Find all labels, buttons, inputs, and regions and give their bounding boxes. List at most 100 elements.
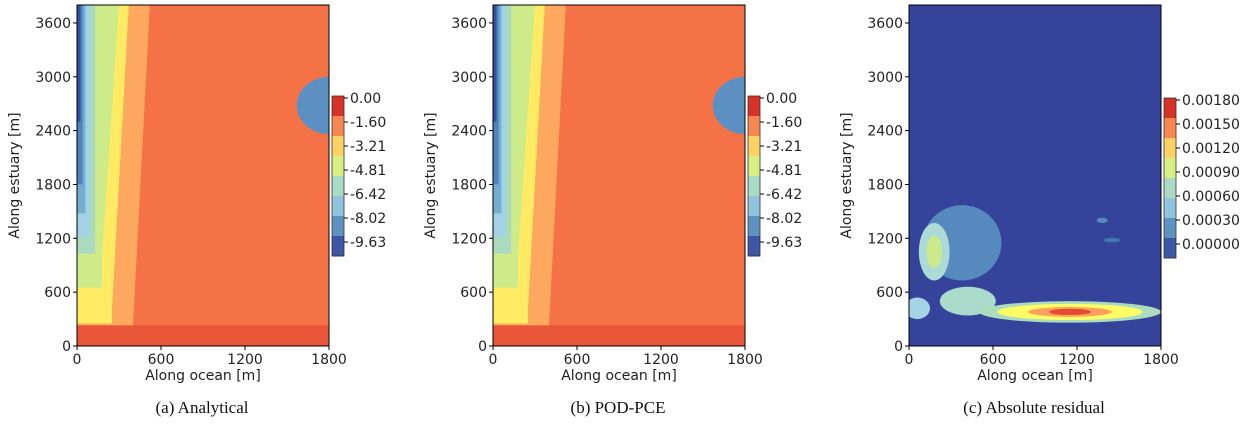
colorbar-tick-label: 0.00120 [1182,141,1240,157]
colorbar-tick-label: 0.00150 [1182,117,1240,133]
colorbar-tick-label: 0.00000 [1182,237,1240,253]
colorbar-segment [332,156,344,177]
y-tick-label: 1200 [451,231,487,247]
contour-anomaly [296,76,329,135]
contour-band [493,5,745,346]
x-tick-label: 0 [489,352,498,368]
y-axis-label: Along estuary [m] [423,112,439,238]
colorbar-tick-label: -8.02 [350,211,386,227]
colorbar-tick-label: 0.00090 [1182,165,1240,181]
colorbar-tick-label: -9.63 [350,235,386,251]
x-tick-label: 600 [980,352,1007,368]
colorbar-tick-label: -3.21 [350,139,386,155]
y-axis-label: Along estuary [m] [7,112,23,238]
y-tick-label: 3000 [35,70,71,86]
colorbar-segment [1164,238,1176,259]
contour-band [77,5,329,346]
contour-floor [493,325,745,346]
panel-pod-pce: 0 600 1200 1800 0 600 1200 1800 2400 3000 3600 Alon… [423,4,802,417]
colorbar-segment [1164,218,1176,239]
x-tick-label: 0 [73,352,82,368]
colorbar-tick-label: 0.00030 [1182,213,1240,229]
y-tick-label: 3600 [867,16,903,32]
y-tick-label: 3600 [35,16,71,32]
y-tick-label: 2400 [451,124,487,140]
colorbar-frame [747,95,761,257]
x-axis-label: Along ocean [m] [977,368,1093,384]
colorbar-segment [332,96,344,117]
x-tick-label: 1800 [311,352,347,368]
colorbar-segment [1164,158,1176,179]
residual-blob [926,235,942,268]
colorbar-tick-label: 0.00180 [1182,93,1240,109]
colorbar-tick-label: -1.60 [350,115,386,131]
colorbar-tick-label: -1.60 [766,115,802,131]
y-tick-label: 3600 [451,16,487,32]
colorbar-tick-label: 0.00 [766,91,797,107]
panel-analytical: 0 600 1200 1800 0 600 1200 1800 2400 3000 3600 Alon… [7,4,386,417]
colorbar-segment [332,176,344,197]
colorbar-tick-label: -3.21 [766,139,802,155]
x-tick-label: 1200 [643,352,679,368]
colorbar-segment [332,216,344,237]
colorbar-segment [1164,98,1176,119]
colorbar-segment [748,176,760,197]
y-tick-label: 2400 [867,124,903,140]
colorbar-frame [331,95,345,257]
colorbar-segment [1164,138,1176,159]
x-tick-label: 600 [564,352,591,368]
residual-blob [1096,217,1108,224]
y-tick-label: 0 [478,339,487,355]
colorbar-tick-label: -4.81 [766,163,802,179]
y-tick-label: 0 [894,339,903,355]
y-tick-label: 600 [876,285,903,301]
y-tick-label: 1800 [451,177,487,193]
plot-frame [76,4,330,347]
residual-blob [1103,237,1121,243]
residual-blob [909,297,930,320]
contour-field [493,5,745,346]
colorbar-segment [332,196,344,217]
residual-background [909,5,1161,346]
x-tick-label: 0 [905,352,914,368]
x-tick-label: 1800 [727,352,763,368]
y-tick-label: 3000 [867,70,903,86]
y-tick-label: 600 [460,285,487,301]
colorbar-tick-label: -4.81 [350,163,386,179]
contour-floor [77,325,329,346]
colorbar-segment [1164,198,1176,219]
colorbar-segment [748,116,760,137]
y-tick-label: 2400 [35,124,71,140]
colorbar-tick-label: -6.42 [766,187,802,203]
colorbar-segment [748,196,760,217]
colorbar-segment [332,236,344,257]
colorbar-segment [332,136,344,157]
y-tick-label: 1800 [35,177,71,193]
y-tick-label: 0 [62,339,71,355]
x-tick-label: 600 [148,352,175,368]
colorbar-segment [748,156,760,177]
x-tick-label: 1800 [1143,352,1179,368]
colorbar-segment [748,136,760,157]
x-tick-label: 1200 [1059,352,1095,368]
colorbar-tick-label: -9.63 [766,235,802,251]
colorbar-segment [1164,178,1176,199]
x-axis-label: Along ocean [m] [561,368,677,384]
y-tick-label: 1200 [867,231,903,247]
x-axis-label: Along ocean [m] [145,368,261,384]
y-tick-label: 3000 [451,70,487,86]
colorbar-segment [748,216,760,237]
panel-absolute-residual: 0 600 1200 1800 0 600 1200 1800 2400 3000 3600 Alon… [839,4,1240,417]
y-tick-label: 1800 [867,177,903,193]
colorbar-segment [748,236,760,257]
panel-caption: (a) Analytical [156,398,249,417]
y-axis-label: Along estuary [m] [839,112,855,238]
contour-field [77,5,329,346]
plot-frame [908,4,1162,347]
plot-frame [492,4,746,347]
contour-field [909,5,1161,346]
colorbar-tick-label: 0.00060 [1182,189,1240,205]
residual-blob [1049,308,1091,316]
panel-caption: (c) Absolute residual [963,398,1105,417]
